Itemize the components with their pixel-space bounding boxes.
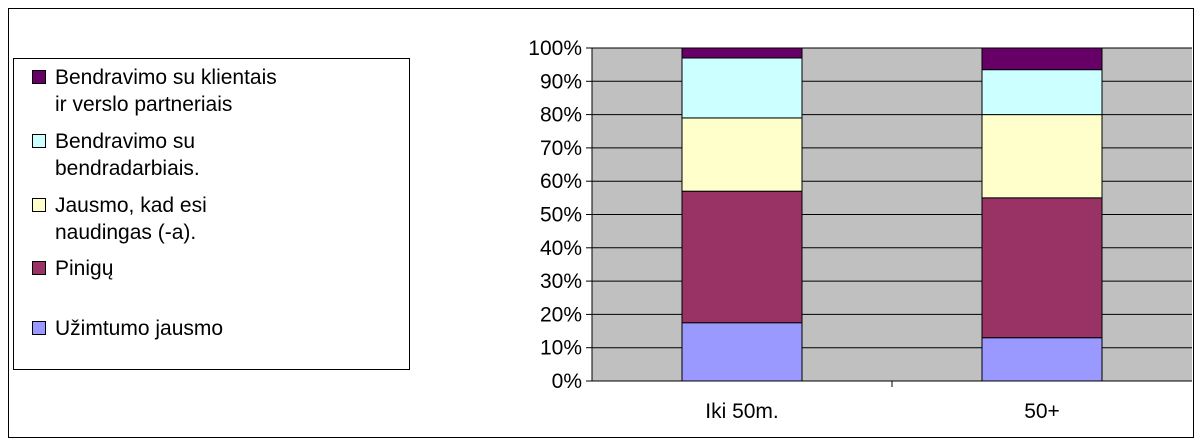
y-tick-label: 40% <box>540 237 582 260</box>
y-tick-label: 60% <box>540 170 582 193</box>
x-tick-label: Iki 50m. <box>705 400 779 423</box>
legend-item: Bendravimo su klientais ir verslo partne… <box>32 64 277 118</box>
bar-segment-2-5 <box>981 47 1103 71</box>
y-tick-label: 20% <box>540 303 582 326</box>
legend-label: Bendravimo su bendradarbiais. <box>55 130 200 180</box>
bar-segment-1-1 <box>681 322 803 382</box>
y-tick-label: 50% <box>540 204 582 227</box>
bar-segment-2-3 <box>981 114 1103 199</box>
y-tick-label: 80% <box>540 104 582 127</box>
legend-swatch <box>32 321 46 335</box>
bar-segment-2-2 <box>981 197 1103 339</box>
legend-item: Jausmo, kad esi naudingas (-a). <box>32 192 207 246</box>
legend-label: Bendravimo su klientais ir verslo partne… <box>55 66 277 116</box>
bar-segment-1-4 <box>681 57 803 119</box>
legend-item: Bendravimo su bendradarbiais. <box>32 128 200 182</box>
legend-swatch <box>32 134 46 148</box>
y-tick-label: 70% <box>540 137 582 160</box>
bar-segment-1-5 <box>681 47 803 59</box>
legend-item: Pinigų <box>32 255 113 282</box>
bar-segment-1-3 <box>681 117 803 192</box>
y-tick-label: 30% <box>540 270 582 293</box>
legend-swatch <box>32 198 46 212</box>
bar-segment-1-2 <box>681 190 803 324</box>
bar-segment-2-4 <box>981 69 1103 116</box>
legend-item: Užimtumo jausmo <box>32 315 223 342</box>
y-tick-label: 100% <box>528 37 582 60</box>
y-tick-label: 90% <box>540 70 582 93</box>
legend-swatch <box>32 70 46 84</box>
y-tick-label: 10% <box>540 337 582 360</box>
legend-swatch <box>32 261 46 275</box>
bar-segment-2-1 <box>981 337 1103 382</box>
legend-label: Jausmo, kad esi naudingas (-a). <box>55 194 207 244</box>
y-tick-label: 0% <box>552 370 582 393</box>
legend-label: Pinigų <box>55 257 114 280</box>
legend-label: Užimtumo jausmo <box>55 317 224 340</box>
legend: Bendravimo su klientais ir verslo partne… <box>13 58 410 370</box>
x-tick-label: 50+ <box>1024 400 1060 423</box>
